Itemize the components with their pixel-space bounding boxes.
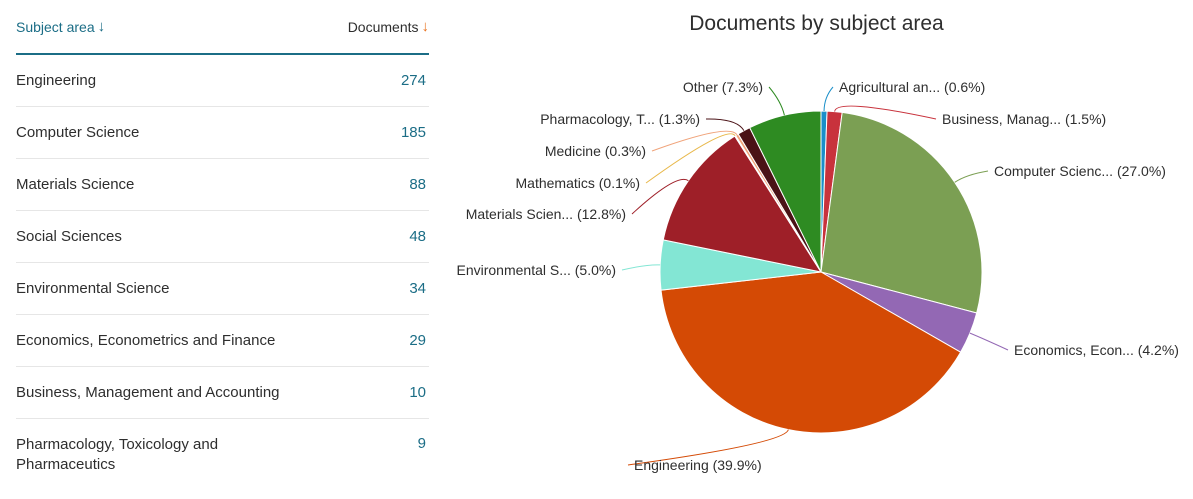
table-header: Subject area ↓ Documents ↓ (16, 0, 429, 55)
document-count-link[interactable]: 29 (409, 332, 426, 349)
document-count-link[interactable]: 185 (400, 124, 426, 141)
table-row: Economics, Econometrics and Finance 29 (16, 315, 429, 367)
documents-header-label: Documents (347, 18, 419, 35)
subject-area-sort-header[interactable]: Subject area ↓ (16, 18, 105, 35)
subject-name: Environmental Science (16, 279, 170, 297)
leader-line (651, 130, 738, 152)
leader-line (645, 133, 736, 184)
pie-chart-panel: Documents by subject area Agricultural a… (440, 0, 1193, 499)
pie-slice[interactable] (662, 135, 823, 273)
leader-line (631, 179, 689, 215)
slice-label: Medicine (0.3%) (545, 143, 646, 159)
slice-label: Economics, Econ... (4.2%) (1014, 342, 1179, 358)
document-count-link[interactable]: 88 (409, 176, 426, 193)
document-count-link[interactable]: 34 (409, 280, 426, 297)
subject-name: Materials Science (16, 175, 135, 193)
document-count-link[interactable]: 9 (417, 435, 426, 452)
chart-title: Documents by subject area (689, 12, 944, 35)
subject-name: Engineering (16, 71, 97, 89)
subject-name: Economics, Econometrics and Finance (16, 331, 276, 349)
subject-name: Computer Science (16, 123, 140, 141)
leader-line (705, 118, 745, 131)
pie-slice[interactable] (660, 271, 962, 434)
slice-label: Agricultural an... (0.6%) (839, 79, 985, 95)
slice-label: Pharmacology, T... (1.3%) (540, 111, 700, 127)
document-count-link[interactable]: 48 (409, 228, 426, 245)
leader-line (834, 105, 937, 120)
subject-table: Subject area ↓ Documents ↓ Engineering 2… (16, 0, 429, 487)
table-body: Engineering 274 Computer Science 185 Mat… (16, 55, 429, 487)
sort-down-arrow-icon: ↓ (421, 18, 430, 35)
leader-line (627, 429, 789, 466)
sort-down-arrow-icon: ↓ (97, 18, 106, 35)
pie-chart: Agricultural an... (0.6%) Business, Manag… (456, 79, 1179, 473)
document-count-link[interactable]: 10 (409, 384, 426, 401)
table-row: Business, Management and Accounting 10 (16, 367, 429, 419)
table-row: Materials Science 88 (16, 159, 429, 211)
table-row: Computer Science 185 (16, 107, 429, 159)
pie-slice[interactable] (749, 110, 822, 273)
slice-label: Materials Scien... (12.8%) (466, 206, 626, 222)
slice-label: Computer Scienc... (27.0%) (994, 163, 1166, 179)
table-row: Engineering 274 (16, 55, 429, 107)
subject-area-header-label: Subject area (16, 18, 95, 35)
subject-name: Pharmacology, Toxicology and Pharmaceuti… (16, 436, 219, 473)
leader-line (823, 86, 834, 112)
slice-label: Mathematics (0.1%) (516, 175, 640, 191)
documents-sort-header[interactable]: Documents ↓ (348, 18, 429, 35)
slice-label: Engineering (39.9%) (634, 457, 762, 473)
table-row: Environmental Science 34 (16, 263, 429, 315)
subject-name: Business, Management and Accounting (16, 383, 280, 401)
slice-label: Other (7.3%) (683, 79, 763, 95)
table-row: Social Sciences 48 (16, 211, 429, 263)
subject-name: Social Sciences (16, 227, 122, 245)
leader-line (954, 170, 989, 183)
slice-label: Business, Manag... (1.5%) (942, 111, 1106, 127)
leader-line (621, 264, 661, 271)
leader-line (768, 86, 785, 116)
document-count-link[interactable]: 274 (400, 72, 426, 89)
slice-label: Environmental S... (5.0%) (456, 262, 616, 278)
leader-line (969, 332, 1009, 351)
table-row: Pharmacology, Toxicology and Pharmaceuti… (16, 419, 429, 487)
